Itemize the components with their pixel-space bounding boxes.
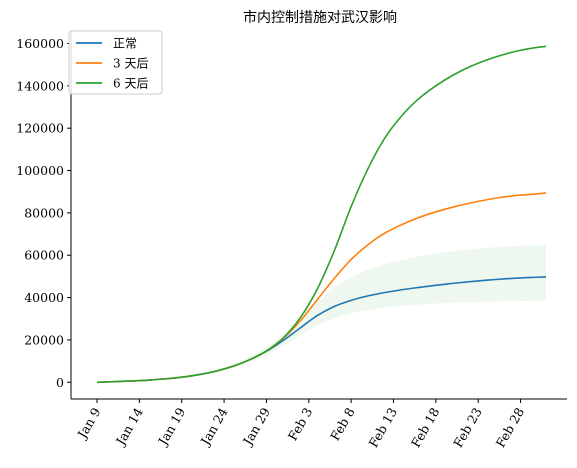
y-tick-label: 140000 <box>16 78 64 93</box>
x-tick-label: Feb 23 <box>450 405 485 450</box>
y-tick-label: 20000 <box>24 332 64 347</box>
chart-title: 市内控制措施对武汉影响 <box>243 9 397 26</box>
x-tick-label: Jan 29 <box>239 405 273 449</box>
x-tick-label: Jan 24 <box>196 405 230 449</box>
x-tick-label: Feb 3 <box>285 405 316 443</box>
x-tick-label: Feb 8 <box>327 405 358 443</box>
x-tick-label: Jan 19 <box>154 405 188 449</box>
y-ticks: 0 20000 40000 60000 80000 100000 120000 140000 1… <box>16 36 71 390</box>
y-tick-label: 80000 <box>24 205 64 220</box>
series-layer <box>96 45 547 384</box>
legend-label-1: 正常 <box>113 37 137 51</box>
y-tick-label: 60000 <box>24 248 64 263</box>
y-tick-label: 0 <box>56 375 64 390</box>
x-tick-label: Feb 28 <box>493 405 528 450</box>
x-tick-label: Jan 14 <box>112 405 146 449</box>
y-tick-label: 100000 <box>16 163 64 178</box>
y-tick-label: 120000 <box>16 121 64 136</box>
x-tick-label: Feb 13 <box>365 405 400 450</box>
y-tick-label: 40000 <box>24 290 64 305</box>
legend-box <box>68 30 163 95</box>
legend-label-2: 3 天后 <box>113 57 148 71</box>
legend-label-3: 6 天后 <box>113 77 148 91</box>
y-tick-label: 160000 <box>16 36 64 51</box>
x-tick-label: Jan 9 <box>73 405 103 442</box>
legend: 正常 3 天后 6 天后 <box>68 30 163 95</box>
series-line-3 <box>96 45 547 384</box>
x-tick-label: Feb 18 <box>408 405 443 450</box>
